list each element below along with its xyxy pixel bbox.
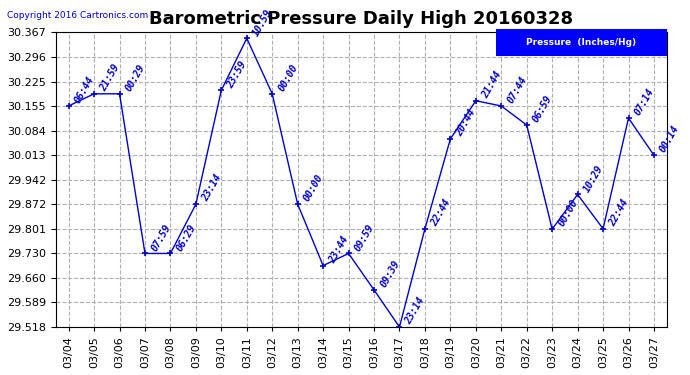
Text: 06:44: 06:44 xyxy=(73,75,96,105)
Text: 09:39: 09:39 xyxy=(378,259,402,289)
Text: 23:14: 23:14 xyxy=(404,296,427,326)
Text: 10:59: 10:59 xyxy=(251,7,275,38)
Text: 00:14: 00:14 xyxy=(658,124,682,154)
Text: 23:59: 23:59 xyxy=(226,59,249,90)
Text: 09:59: 09:59 xyxy=(353,222,376,253)
Text: 00:00: 00:00 xyxy=(277,63,299,93)
Text: 21:44: 21:44 xyxy=(480,69,503,100)
Text: 22:44: 22:44 xyxy=(607,198,631,228)
Text: Copyright 2016 Cartronics.com: Copyright 2016 Cartronics.com xyxy=(7,11,148,20)
Text: 07:44: 07:44 xyxy=(506,75,529,105)
Text: 00:29: 00:29 xyxy=(124,63,147,93)
Text: 00:00: 00:00 xyxy=(556,198,580,228)
Text: 00:00: 00:00 xyxy=(302,173,325,203)
Title: Barometric Pressure Daily High 20160328: Barometric Pressure Daily High 20160328 xyxy=(149,10,573,28)
Text: 22:44: 22:44 xyxy=(429,198,453,228)
Text: 07:14: 07:14 xyxy=(633,87,656,117)
Text: 21:59: 21:59 xyxy=(98,63,121,93)
Text: 23:44: 23:44 xyxy=(327,234,351,265)
Text: 07:59: 07:59 xyxy=(149,222,172,253)
Text: 06:29: 06:29 xyxy=(175,222,198,253)
Text: 23:14: 23:14 xyxy=(200,173,224,203)
Text: 06:59: 06:59 xyxy=(531,94,554,124)
Text: 10:29: 10:29 xyxy=(582,163,605,194)
Text: 20:44: 20:44 xyxy=(455,108,478,138)
